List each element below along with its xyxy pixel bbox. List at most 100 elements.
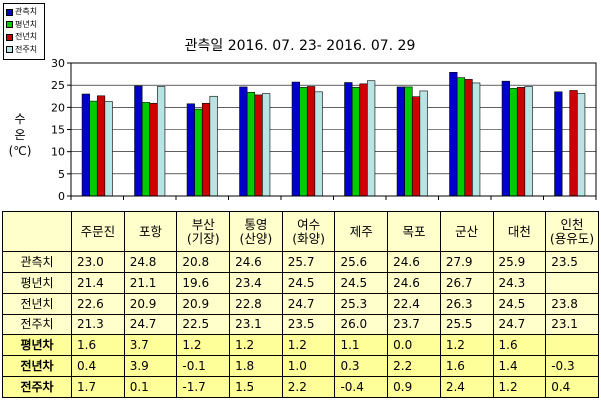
- table-cell: 22.8: [229, 292, 283, 315]
- table-cell: -0.4: [334, 376, 389, 398]
- table-corner-cell: [2, 211, 72, 252]
- bar: [359, 83, 368, 197]
- table-row: 평년차 1.6 3.7 1.2 1.2 1.2 1.1 0.0 1.2 1.6: [2, 334, 599, 357]
- table-row: 전주차 1.7 0.1 -1.7 1.5 2.2 -0.4 0.9 2.4 1.2 0.4: [2, 376, 599, 398]
- table-cell: 24.5: [492, 292, 547, 315]
- table-cell: 19.6: [176, 271, 231, 294]
- table-cell: 24.6: [387, 271, 441, 294]
- bar: [351, 87, 361, 197]
- y-axis-label-line: 수: [14, 112, 25, 126]
- table-row-label: 전주치: [2, 313, 72, 336]
- table-cell: 1.1: [334, 334, 389, 357]
- table-cell: 1.6: [492, 334, 547, 357]
- bar: [306, 86, 316, 197]
- table-row-label: 관측치: [2, 251, 72, 273]
- table-row: 관측치 23.0 24.8 20.8 24.6 25.7 25.6 24.6 27.9 25.9 2…: [2, 251, 599, 273]
- bars: [81, 72, 586, 197]
- table-cell: -0.3: [545, 355, 599, 378]
- legend-label: 관측치: [15, 7, 38, 17]
- table-cell: 23.0: [71, 251, 125, 273]
- bar: [449, 72, 458, 197]
- table-row: 전년치 22.6 20.9 20.9 22.8 24.7 25.3 22.4 26.3 24.5 2…: [2, 292, 599, 315]
- table-cell: 20.9: [123, 292, 178, 315]
- bar: [501, 80, 510, 197]
- table-cell: 24.5: [281, 271, 336, 294]
- table-column-header: 군산: [439, 211, 494, 252]
- table-cell: 26.7: [439, 271, 494, 294]
- table-cell: -1.7: [176, 376, 231, 398]
- bar: [524, 86, 533, 197]
- legend-swatch: [6, 33, 13, 41]
- y-axis-ticks: 0 5 10 15 20 25 30: [51, 57, 71, 203]
- table-cell: 3.7: [123, 334, 178, 357]
- table-column-header: 목포: [387, 211, 441, 252]
- table-cell: 24.7: [281, 292, 336, 315]
- table-row-label: 전년차: [2, 355, 72, 378]
- table-cell: -0.1: [176, 355, 231, 378]
- chart: 관측일 2016. 07. 23- 2016. 07. 29 수온 (℃) 0 5 1…: [9, 38, 597, 203]
- table-cell: 24.6: [229, 251, 283, 273]
- table-cell: 26.3: [439, 292, 494, 315]
- bar: [472, 82, 481, 197]
- table-column-header: 통영 (산양): [229, 211, 283, 252]
- bar: [516, 87, 526, 197]
- bar: [344, 82, 353, 197]
- bar: [577, 93, 586, 197]
- table-cell: 0.9: [387, 376, 441, 398]
- table-cell: 0.1: [123, 376, 178, 398]
- table-header-row: 주문진 포항 부산 (기장) 통영 (산양) 여수 (화양) 제주 목포 군산 대천 인천 (용유도): [2, 211, 599, 252]
- table-cell: 20.9: [176, 292, 231, 315]
- y-tick-label: 20: [51, 101, 65, 114]
- table-cell: 25.5: [439, 313, 494, 336]
- legend: 관측치 평년치 전년치 전주치: [3, 3, 45, 60]
- table-cell: 1.6: [439, 355, 494, 378]
- bar: [314, 91, 323, 197]
- table-cell: 23.1: [545, 313, 599, 336]
- y-axis-label: 수온 (℃): [9, 112, 32, 158]
- table-cell: 0.0: [387, 334, 441, 357]
- table-cell: 23.8: [545, 292, 599, 315]
- legend-item: 평년치: [6, 19, 42, 32]
- bar: [157, 86, 166, 197]
- table-cell: 1.2: [492, 376, 547, 398]
- legend-swatch: [6, 21, 13, 29]
- table-column-header: 인천 (용유도): [545, 211, 599, 252]
- table-cell: 24.7: [492, 313, 547, 336]
- table-row-label: 전주차: [2, 376, 72, 398]
- bar: [456, 77, 466, 197]
- bar: [239, 86, 248, 197]
- y-tick-label: 25: [51, 79, 65, 92]
- bar: [464, 79, 473, 197]
- legend-swatch: [6, 46, 13, 54]
- table-cell: 2.4: [439, 376, 494, 398]
- table-column-header: 대천: [492, 211, 547, 252]
- bar: [367, 80, 376, 197]
- y-tick-label: 15: [51, 124, 65, 137]
- bar: [299, 87, 308, 197]
- table-column-header: 주문진: [71, 211, 125, 252]
- bar: [141, 102, 151, 197]
- table-cell: 23.7: [387, 313, 441, 336]
- bar: [569, 90, 578, 197]
- bar: [254, 94, 263, 197]
- table-cell: 27.9: [439, 251, 494, 273]
- legend-swatch: [6, 8, 13, 16]
- legend-item: 전년치: [6, 31, 42, 44]
- table-cell: 25.3: [334, 292, 389, 315]
- table-cell: [545, 334, 599, 357]
- bar: [194, 108, 203, 197]
- table-cell: 22.4: [387, 292, 441, 315]
- table-row: 전년차 0.4 3.9 -0.1 1.8 1.0 0.3 2.2 1.6 1.4 -0.3: [2, 355, 599, 378]
- table-cell: 2.2: [387, 355, 441, 378]
- table-cell: 23.5: [281, 313, 336, 336]
- table-cell: 20.8: [176, 251, 231, 273]
- bar: [396, 86, 405, 197]
- y-tick-label: 10: [51, 146, 65, 159]
- bar: [89, 100, 98, 197]
- table-cell: 24.6: [387, 251, 441, 273]
- bar: [104, 101, 113, 197]
- table-cell: 1.8: [229, 355, 283, 378]
- data-table: 주문진 포항 부산 (기장) 통영 (산양) 여수 (화양) 제주 목포 군산 대천 인천 (용유도) 관측…: [2, 211, 599, 398]
- table-cell: 0.3: [334, 355, 389, 378]
- bar: [81, 93, 90, 197]
